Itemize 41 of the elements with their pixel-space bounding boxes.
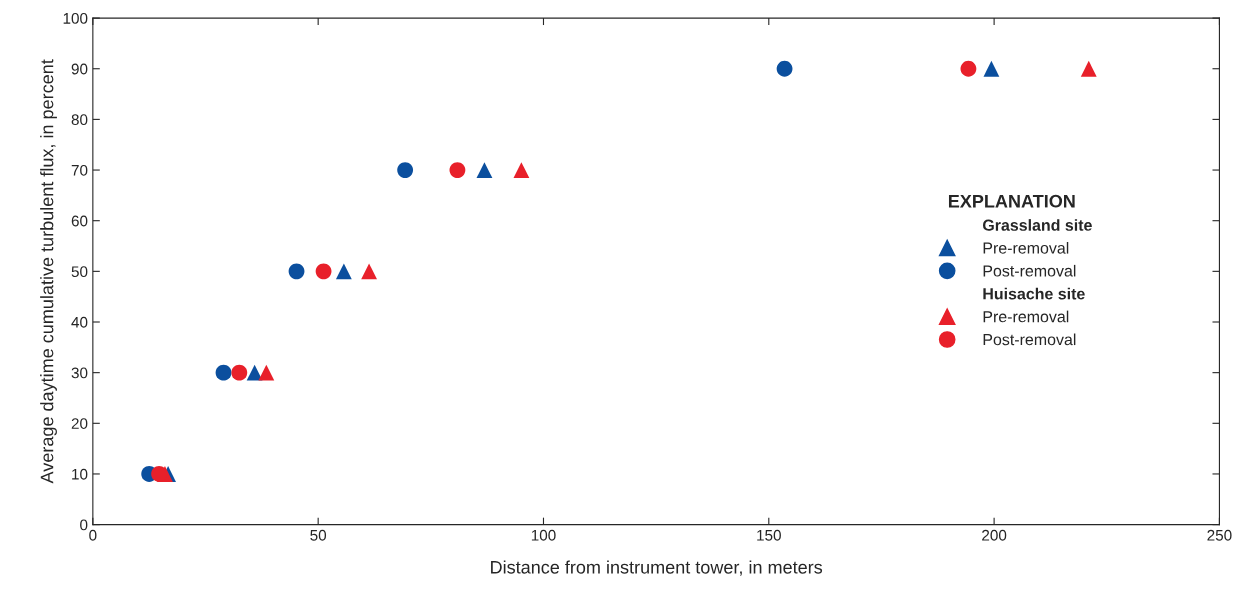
point xyxy=(513,162,530,178)
y-tick-label: 30 xyxy=(71,367,88,379)
point xyxy=(231,364,248,381)
point xyxy=(1080,60,1097,77)
point xyxy=(288,263,305,280)
x-tick-label: 150 xyxy=(757,529,781,541)
point xyxy=(776,60,793,77)
legend-label: Post-removal xyxy=(983,333,1076,346)
y-tick-label: 70 xyxy=(71,164,88,176)
point xyxy=(335,263,352,280)
y-tick-label: 80 xyxy=(71,114,88,126)
y-tick-label: 100 xyxy=(63,12,88,24)
point xyxy=(476,162,493,178)
y-tick-label: 50 xyxy=(71,266,88,278)
y-tick-label: 60 xyxy=(71,215,88,227)
x-tick-label: 200 xyxy=(982,529,1007,541)
legend-title: EXPLANATION xyxy=(948,194,1075,208)
x-tick-label: 100 xyxy=(531,529,556,541)
point xyxy=(960,60,977,77)
y-tick-label: 40 xyxy=(71,316,88,328)
y-tick-label: 10 xyxy=(72,468,88,480)
point xyxy=(215,364,232,381)
legend-label: Pre-removal xyxy=(983,310,1069,323)
y-tick-label: 90 xyxy=(71,63,88,75)
y-axis-title: Average daytime cumulative turbulent flux, in percent xyxy=(40,59,57,484)
annotation: Huisache site xyxy=(983,287,1085,300)
x-tick-label: 250 xyxy=(1207,529,1232,541)
point xyxy=(449,162,466,178)
legend-label: Pre-removal xyxy=(983,242,1069,254)
x-tick-label: 0 xyxy=(89,529,97,541)
x-tick-label: 50 xyxy=(310,529,327,541)
point xyxy=(397,162,414,178)
point xyxy=(258,364,275,381)
point xyxy=(315,263,332,280)
point xyxy=(361,263,378,280)
y-tick-label: 20 xyxy=(71,418,88,429)
annotation: Grassland site xyxy=(982,219,1092,231)
point xyxy=(983,60,1000,77)
y-tick-label: 0 xyxy=(80,519,88,531)
x-axis-title: Distance from instrument tower, in meters xyxy=(491,560,823,576)
legend-label: Post-removal xyxy=(983,264,1076,277)
